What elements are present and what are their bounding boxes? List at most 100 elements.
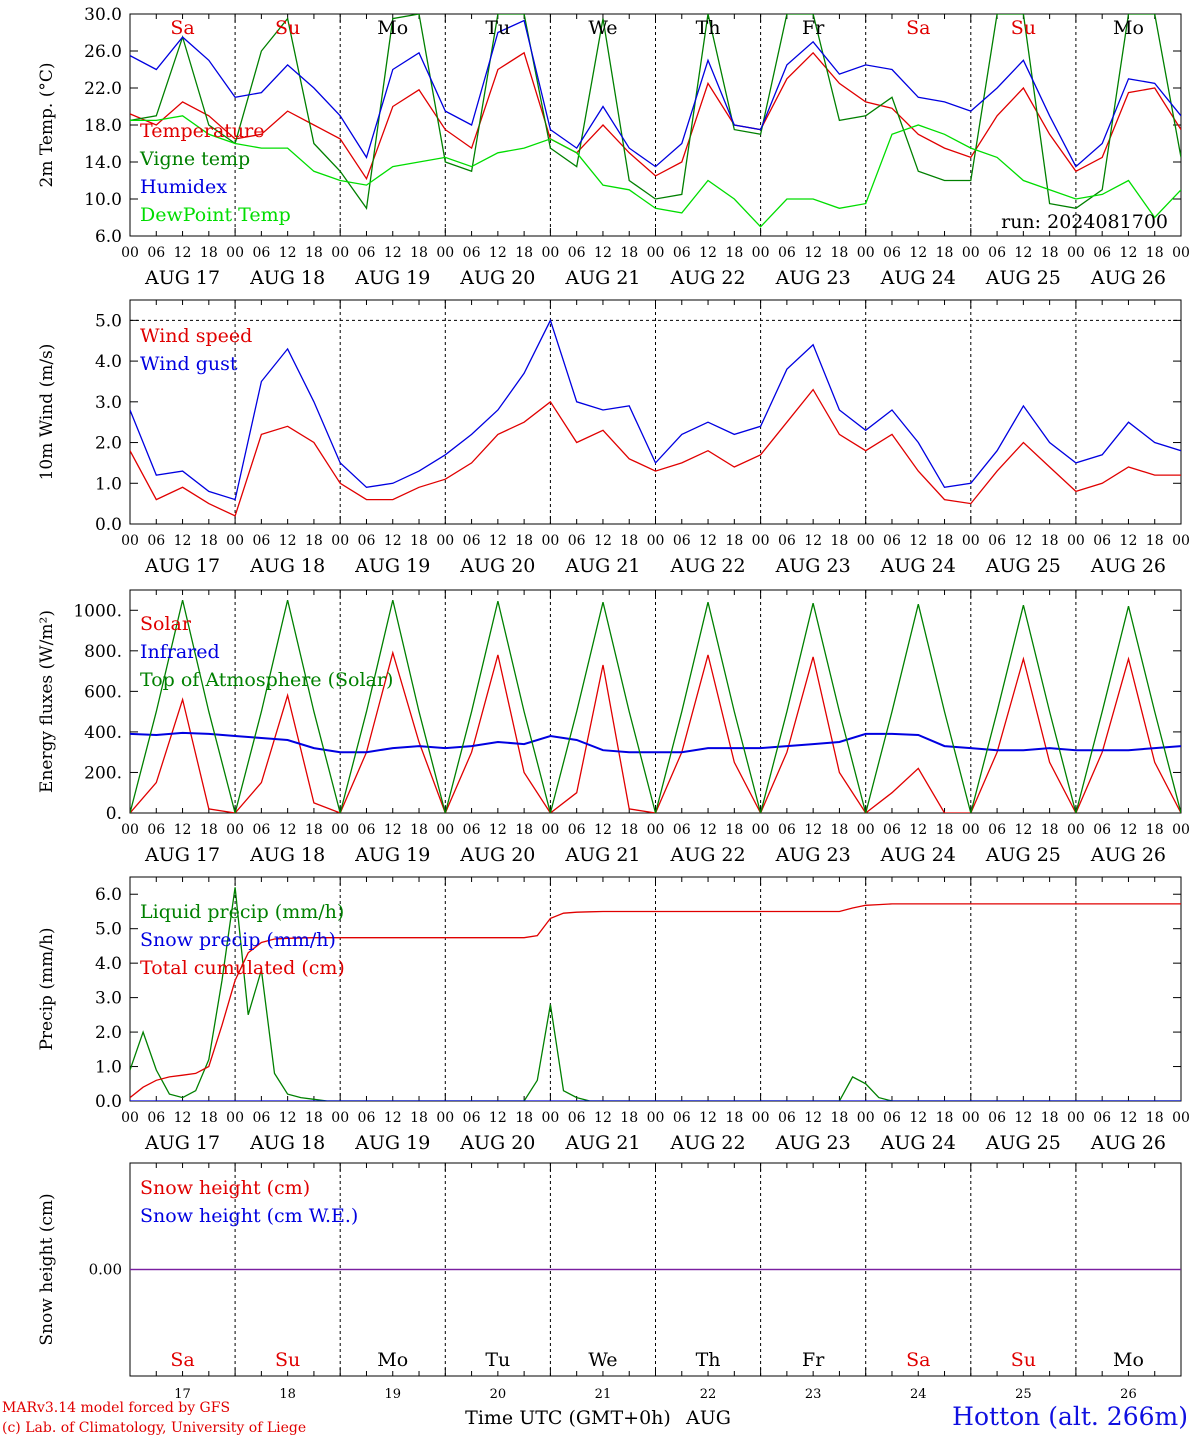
hour-tick-label: 00 [121,1110,139,1126]
weekday-label: Su [1011,17,1036,39]
hour-tick-label: 12 [384,533,402,549]
hour-tick-label: 12 [1120,533,1138,549]
hour-tick-label: 06 [673,245,691,261]
hour-tick-label: 06 [988,1110,1006,1126]
hour-tick-label: 00 [752,1110,770,1126]
date-label: AUG 23 [775,844,851,866]
weekday-label: Sa [906,1349,930,1371]
y-tick-label: 0. [106,804,122,824]
date-label: AUG 26 [1090,844,1166,866]
day-number-label: 18 [279,1387,296,1402]
hour-tick-label: 00 [436,1110,454,1126]
plot-frame [129,589,1182,814]
day-number-label: 24 [910,1387,927,1402]
hour-tick-label: 12 [909,533,927,549]
hour-tick-label: 18 [725,1110,743,1126]
hour-tick-label: 06 [1093,533,1111,549]
hour-tick-label: 12 [174,245,192,261]
date-label: AUG 19 [354,267,430,289]
hour-tick-label: 06 [1093,1110,1111,1126]
hour-tick-label: 12 [279,822,297,838]
hour-tick-label: 06 [778,1110,796,1126]
hour-tick-label: 06 [988,245,1006,261]
hour-tick-label: 00 [1172,822,1190,838]
date-label: AUG 24 [880,267,956,289]
hour-tick-label: 12 [1014,1110,1032,1126]
legend-entry: Wind gust [140,353,238,375]
hour-tick-label: 18 [1146,1110,1164,1126]
date-label: AUG 18 [249,1132,325,1154]
hour-tick-label: 12 [384,1110,402,1126]
y-tick-label: 2.0 [95,1023,122,1043]
hour-tick-label: 12 [1014,245,1032,261]
hour-tick-label: 18 [831,1110,849,1126]
hour-tick-label: 18 [515,822,533,838]
y-tick-label: 200. [84,763,122,783]
date-label: AUG 22 [669,267,745,289]
hour-tick-label: 18 [1041,245,1059,261]
date-label: AUG 24 [880,1132,956,1154]
hour-tick-label: 18 [831,822,849,838]
weekday-label: Mo [1113,1349,1144,1371]
hour-tick-label: 00 [962,1110,980,1126]
hour-tick-label: 18 [410,245,428,261]
hour-tick-label: 00 [331,245,349,261]
hour-tick-label: 12 [279,533,297,549]
hour-tick-label: 18 [410,822,428,838]
hour-tick-label: 06 [147,245,165,261]
hour-tick-label: 00 [541,822,559,838]
hour-tick-label: 18 [620,1110,638,1126]
hour-tick-label: 06 [988,822,1006,838]
date-label: AUG 22 [669,555,745,577]
hour-tick-label: 06 [358,245,376,261]
hour-tick-label: 06 [568,245,586,261]
weekday-label: Sa [906,17,930,39]
hour-tick-label: 06 [1093,822,1111,838]
plot-frame [129,299,1182,525]
hour-tick-label: 18 [305,822,323,838]
legend-entry: Vigne temp [139,148,250,170]
legend-entry: Snow height (cm) [140,1177,310,1199]
hour-tick-label: 00 [857,245,875,261]
y-tick-label: 1000. [73,601,122,621]
hour-tick-label: 00 [1172,245,1190,261]
hour-tick-label: 12 [1120,1110,1138,1126]
date-label: AUG 20 [459,844,535,866]
hour-tick-label: 12 [489,533,507,549]
run-annotation: run: 2024081700 [1001,211,1168,233]
hour-tick-label: 00 [226,822,244,838]
y-tick-label: 5.0 [95,311,122,331]
hour-tick-label: 00 [331,822,349,838]
series-line-humidex [130,19,1181,168]
hour-tick-label: 00 [541,1110,559,1126]
series-line-total-cumulated-cm- [130,903,1181,1099]
y-tick-label: 0.0 [95,515,122,535]
hour-tick-label: 06 [252,822,270,838]
hour-tick-label: 06 [463,245,481,261]
hour-tick-label: 12 [1014,533,1032,549]
panel-precip [129,876,1182,1102]
hour-tick-label: 18 [620,245,638,261]
y-axis-label: Precip (mm/h) [37,927,57,1050]
hour-tick-label: 12 [1120,822,1138,838]
y-tick-label: 1.0 [95,1058,122,1078]
hour-tick-label: 06 [358,822,376,838]
hour-tick-label: 18 [1146,533,1164,549]
y-tick-label: 14.0 [84,153,122,173]
date-label: AUG 26 [1090,555,1166,577]
hour-tick-label: 06 [358,533,376,549]
y-tick-label: 1.0 [95,474,122,494]
hour-tick-label: 06 [673,533,691,549]
hour-tick-label: 00 [647,533,665,549]
y-tick-label: 6.0 [95,227,122,247]
hour-tick-label: 18 [936,1110,954,1126]
date-label: AUG 23 [775,1132,851,1154]
date-label: AUG 19 [354,844,430,866]
hour-tick-label: 00 [1067,1110,1085,1126]
date-label: AUG 25 [985,844,1061,866]
series-line-liquid-precip-mm-h- [130,887,1181,1101]
hour-tick-label: 06 [988,533,1006,549]
hour-tick-label: 00 [857,822,875,838]
date-label: AUG 20 [459,1132,535,1154]
hour-tick-label: 00 [226,533,244,549]
